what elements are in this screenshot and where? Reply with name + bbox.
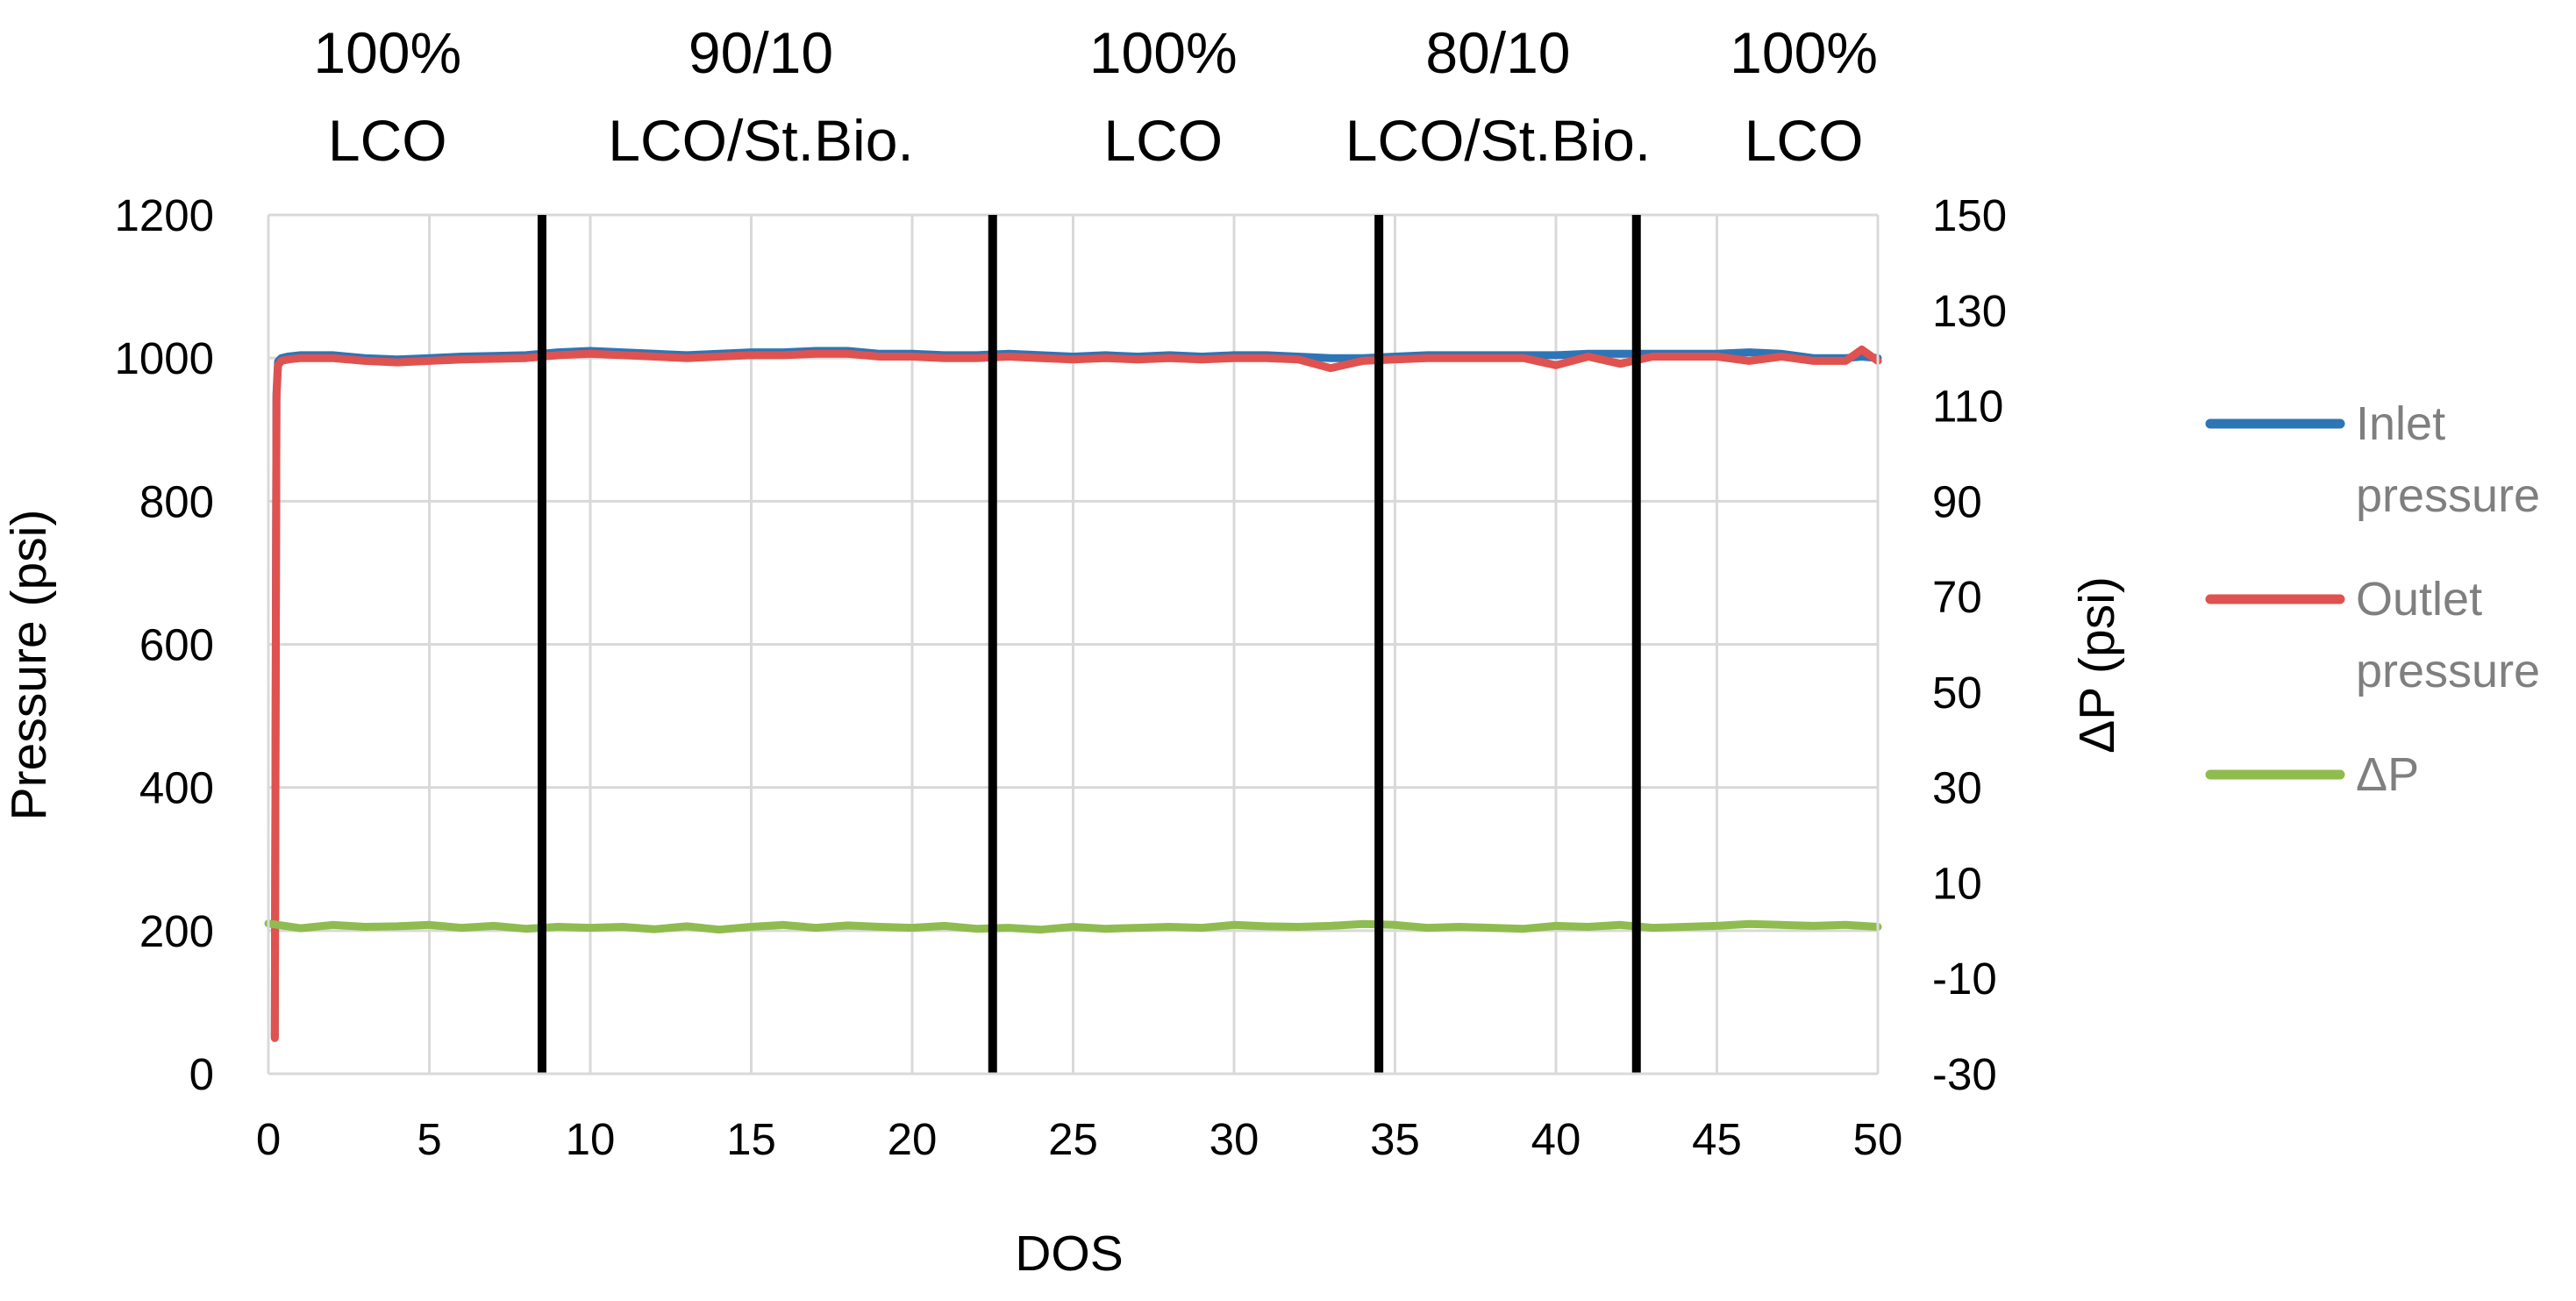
phase-labels: 100% LCO 90/10 LCO/St.Bio. 100% LCO 80/10 LCO/S… bbox=[313, 20, 1878, 173]
x-tick-label: 50 bbox=[1853, 1114, 1903, 1164]
legend-label-0-line2: pressure bbox=[2356, 469, 2540, 522]
phase-label-top: 80/10 bbox=[1425, 20, 1570, 85]
y2-tick-label: 150 bbox=[1932, 190, 2007, 240]
x-tick-label: 45 bbox=[1692, 1114, 1742, 1164]
y2-tick-label: 130 bbox=[1932, 286, 2007, 336]
y-tick-label: 800 bbox=[139, 476, 214, 526]
x-tick-label: 5 bbox=[417, 1114, 441, 1164]
y2-tick-label: 50 bbox=[1932, 668, 1982, 718]
y-tick-label: 1200 bbox=[115, 190, 214, 240]
phase-label-bottom: LCO/St.Bio. bbox=[608, 108, 913, 173]
series-line-2 bbox=[264, 919, 1882, 934]
y-axis-title: Pressure (psi) bbox=[1, 510, 57, 821]
x-tick-label: 20 bbox=[888, 1114, 938, 1164]
legend-label-0: Inlet bbox=[2356, 397, 2445, 450]
x-tick-label: 30 bbox=[1210, 1114, 1259, 1164]
y-tick-label: 200 bbox=[139, 906, 214, 956]
y2-tick-label: 70 bbox=[1932, 572, 1982, 622]
phase-label-top: 100% bbox=[1730, 20, 1878, 85]
y2-axis-title: ΔP (psi) bbox=[2069, 576, 2125, 754]
phase-label-bottom: LCO/St.Bio. bbox=[1345, 108, 1651, 173]
y2-tick-label: 30 bbox=[1932, 763, 1982, 813]
phase-dividers bbox=[537, 215, 1641, 1074]
x-tick-label: 35 bbox=[1370, 1114, 1420, 1164]
series-line-1 bbox=[270, 345, 1882, 1042]
x-axis-title: DOS bbox=[1015, 1226, 1124, 1282]
y2-tick-label: 10 bbox=[1932, 858, 1982, 908]
y-tick-label: 600 bbox=[139, 620, 214, 670]
y2-tick-label: 110 bbox=[1932, 382, 2003, 432]
phase-label-bottom: LCO bbox=[328, 108, 447, 173]
y-tick-label: 1000 bbox=[115, 333, 214, 383]
series-lines bbox=[264, 345, 1882, 1042]
legend-label-1-line2: pressure bbox=[2356, 645, 2540, 697]
y2-tick-label: 90 bbox=[1932, 476, 1982, 526]
x-tick-label: 25 bbox=[1048, 1114, 1098, 1164]
x-tick-label: 15 bbox=[726, 1114, 776, 1164]
axes: 020040060080010001200-30-101030507090110… bbox=[115, 190, 2008, 1164]
y2-tick-label: -10 bbox=[1932, 954, 1997, 1004]
phase-label-bottom: LCO bbox=[1103, 108, 1223, 173]
y-tick-label: 400 bbox=[139, 763, 214, 813]
x-tick-label: 10 bbox=[566, 1114, 616, 1164]
y2-tick-label: -30 bbox=[1932, 1049, 1997, 1099]
phase-label-bottom: LCO bbox=[1745, 108, 1864, 173]
phase-label-top: 100% bbox=[1089, 20, 1238, 85]
y-tick-label: 0 bbox=[189, 1049, 214, 1099]
legend-label-1: Outlet bbox=[2356, 573, 2482, 625]
x-tick-label: 0 bbox=[256, 1114, 281, 1164]
legend: Inlet pressure Outlet pressure ΔP bbox=[2205, 397, 2540, 801]
phase-label-top: 90/10 bbox=[689, 20, 833, 85]
x-tick-label: 40 bbox=[1531, 1114, 1581, 1164]
phase-label-top: 100% bbox=[313, 20, 461, 85]
legend-label-2: ΔP bbox=[2356, 748, 2419, 801]
